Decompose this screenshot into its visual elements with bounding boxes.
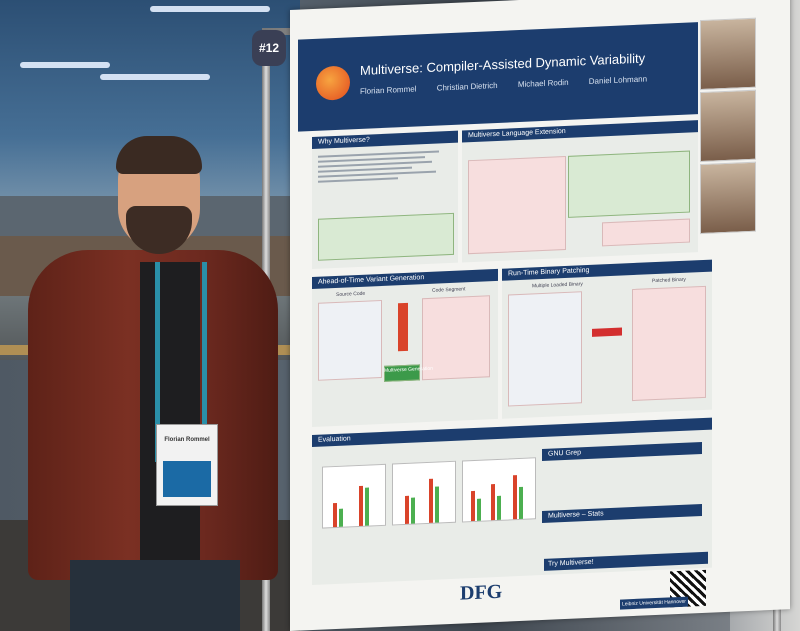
author-photo: [700, 17, 756, 91]
loaded-binary-block: [508, 291, 582, 407]
highlight-box: [318, 212, 454, 261]
dfg-logo: DFG: [460, 580, 503, 605]
poster-header: Multiverse: Compiler-Assisted Dynamic Va…: [298, 22, 698, 132]
author-photo: [700, 161, 756, 235]
benchmark-chart: [322, 463, 386, 529]
patch-arrow: [592, 327, 622, 337]
poster-title: Multiverse: Compiler-Assisted Dynamic Va…: [360, 50, 646, 78]
section-language: Multiverse Language Extension: [462, 120, 698, 263]
section-why: Why Multiverse?: [312, 130, 458, 270]
person-shirt: [140, 262, 200, 562]
attribute-list: [568, 150, 690, 218]
ceiling-light: [150, 6, 270, 12]
section-runtime: Run-Time Binary Patching Multiple Loaded…: [502, 259, 712, 419]
lanyard: [155, 262, 207, 462]
multiverse-logo: [316, 65, 350, 101]
author: Daniel Lohmann: [588, 74, 648, 86]
section-heading: GNU Grep: [542, 442, 702, 461]
source-code-block: [318, 299, 382, 381]
section-heading: Multiverse – Stats: [542, 504, 702, 523]
badge-logo: [163, 461, 211, 497]
person-hair: [116, 136, 202, 174]
label-patched: Patched Binary: [652, 276, 686, 285]
code-block: [602, 218, 690, 247]
multiverse-compiler-arrow: [398, 302, 408, 352]
label-source-code: Source Code: [336, 290, 366, 298]
ceiling-light: [100, 74, 210, 80]
author: Christian Dietrich: [436, 80, 498, 93]
section-heading: Ahead-of-Time Variant Generation: [312, 268, 498, 290]
benchmark-chart: [462, 457, 536, 523]
section-aot: Ahead-of-Time Variant Generation Source …: [312, 268, 498, 428]
name-badge: Florian Rommel: [156, 424, 218, 506]
research-poster: Multiverse: Compiler-Assisted Dynamic Va…: [290, 0, 790, 631]
university-logo: Leibniz Universität Hannover: [620, 596, 688, 610]
author: Michael Rodin: [517, 77, 569, 90]
author: Florian Rommel: [360, 84, 417, 96]
person-pants: [70, 560, 240, 631]
label-code-segment: Code Segment: [432, 286, 466, 294]
section-heading: Multiverse Language Extension: [462, 120, 698, 143]
code-block: [468, 155, 566, 255]
label-multiple-loaded: Multiple Loaded Binary: [532, 281, 583, 290]
section-heading: Why Multiverse?: [312, 130, 458, 150]
poster-number-tag: #12: [252, 30, 286, 66]
patched-binary-block: [632, 285, 706, 402]
benchmark-chart: [392, 460, 456, 526]
badge-name: Florian Rommel: [164, 437, 210, 443]
ceiling-light: [20, 62, 110, 68]
author-photo: [700, 89, 756, 163]
poster-authors: Florian Rommel Christian Dietrich Michae…: [360, 74, 665, 96]
